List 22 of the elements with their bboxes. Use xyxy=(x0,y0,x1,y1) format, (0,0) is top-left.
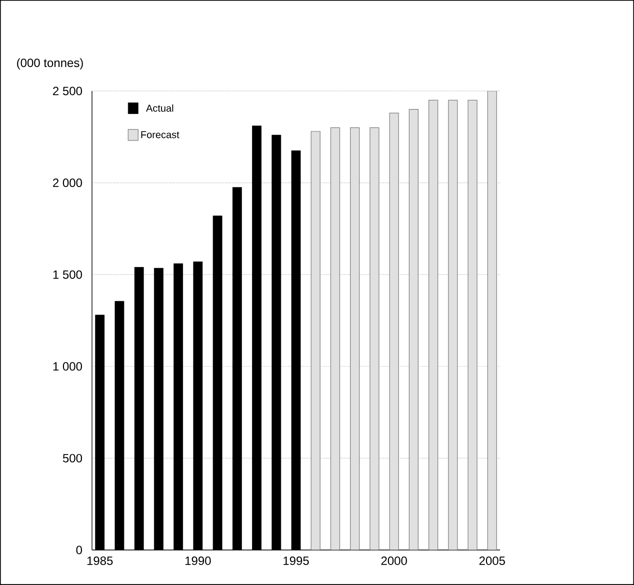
y-axis-title: (000 tonnes) xyxy=(17,58,83,70)
x-tick-label: 1995 xyxy=(284,556,309,566)
y-tick-label: 1 500 xyxy=(53,270,82,279)
legend-label: Actual xyxy=(146,104,174,112)
x-tick-label: 2000 xyxy=(381,556,407,566)
bar xyxy=(448,100,458,550)
bar xyxy=(408,109,418,550)
y-tick-label: 2 500 xyxy=(53,86,82,96)
y-tick-label: 0 xyxy=(76,546,82,554)
y-tick-label: 1 000 xyxy=(53,362,82,371)
x-tick-label: 1985 xyxy=(87,556,113,566)
legend-label: Forecast xyxy=(141,131,180,138)
bar xyxy=(389,112,399,550)
bar xyxy=(330,127,340,550)
bar xyxy=(310,131,320,550)
x-tick-label: 1990 xyxy=(185,556,211,566)
bar xyxy=(487,90,497,550)
y-tick-label: 500 xyxy=(62,454,82,462)
bar xyxy=(350,127,360,550)
y-tick-label: 2 000 xyxy=(53,178,82,188)
x-tick-label: 2005 xyxy=(479,556,505,566)
bar xyxy=(428,100,438,550)
